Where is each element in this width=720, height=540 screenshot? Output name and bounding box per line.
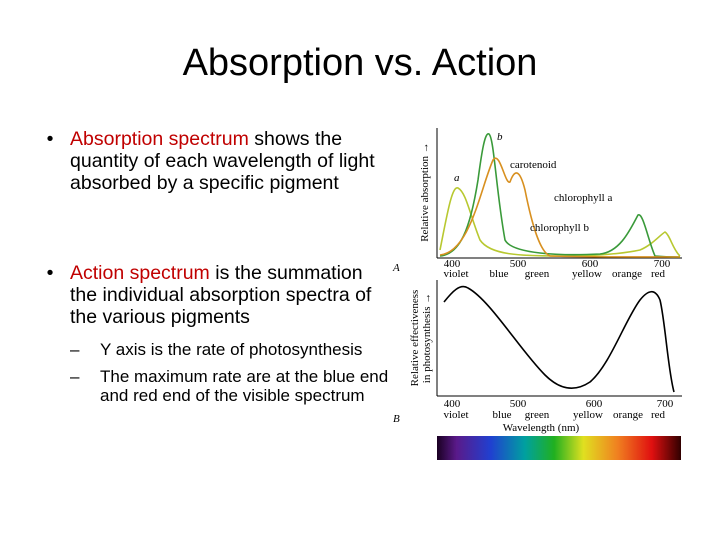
bullet: • Absorption spectrum shows the quantity … xyxy=(46,128,375,194)
color-label: violet xyxy=(443,268,468,280)
spectrum-bar xyxy=(437,436,681,460)
color-label: yellow xyxy=(572,268,602,280)
curve-label: carotenoid xyxy=(510,159,557,171)
bullet-text: is the summation the individual absorpti… xyxy=(70,262,372,328)
x-tick-label: 700 xyxy=(657,398,674,410)
term: Action spectrum xyxy=(70,262,210,284)
color-label: green xyxy=(525,409,550,421)
sub-text: The maximum rate are at the blue end and… xyxy=(100,367,389,405)
panel-letter: A xyxy=(392,262,400,274)
panel-a: Relative absorption → A b a carotenoid c… xyxy=(392,128,682,280)
color-label: orange xyxy=(613,409,643,421)
color-label: red xyxy=(651,409,666,421)
x-tick-label: 400 xyxy=(444,398,461,410)
color-label: green xyxy=(525,268,550,280)
x-label: Wavelength (nm) xyxy=(503,422,580,434)
curve xyxy=(439,133,681,258)
bullet-text: shows the quantity of each wavelength of… xyxy=(70,128,375,194)
sub-text: Y axis is the rate of photosynthesis xyxy=(100,340,363,359)
color-label: orange xyxy=(612,268,642,280)
panel-letter: B xyxy=(393,413,400,425)
curve-label: chlorophyll a xyxy=(554,192,612,204)
x-tick-label: 500 xyxy=(510,398,527,410)
x-tick-label: 600 xyxy=(582,258,599,270)
y-label: Relative effectiveness xyxy=(409,290,421,387)
color-label: blue xyxy=(490,268,509,280)
color-label: blue xyxy=(493,409,512,421)
curve xyxy=(439,157,681,258)
curve-label: a xyxy=(454,172,460,184)
color-label: yellow xyxy=(573,409,603,421)
y-label: in photosynthesis → xyxy=(421,293,433,383)
color-label: red xyxy=(651,268,666,280)
curve xyxy=(443,285,675,393)
bullet: • Action spectrum is the summation the in… xyxy=(46,262,389,405)
term: Absorption spectrum xyxy=(70,128,249,150)
curve-label: b xyxy=(497,131,503,143)
x-tick-label: 500 xyxy=(510,258,527,270)
sub-bullet: – Y axis is the rate of photosynthesis xyxy=(70,340,363,359)
panel-b: Relative effectiveness in photosynthesis… xyxy=(393,280,682,460)
color-label: violet xyxy=(443,409,468,421)
y-label: Relative absorption → xyxy=(419,142,431,242)
title: Absorption vs. Action xyxy=(182,42,538,84)
x-tick-label: 600 xyxy=(586,398,603,410)
sub-bullet: – The maximum rate are at the blue end an… xyxy=(70,367,389,405)
x-tick-label: 700 xyxy=(654,258,671,270)
x-tick-label: 400 xyxy=(444,258,461,270)
curve-label: chlorophyll b xyxy=(530,222,589,234)
